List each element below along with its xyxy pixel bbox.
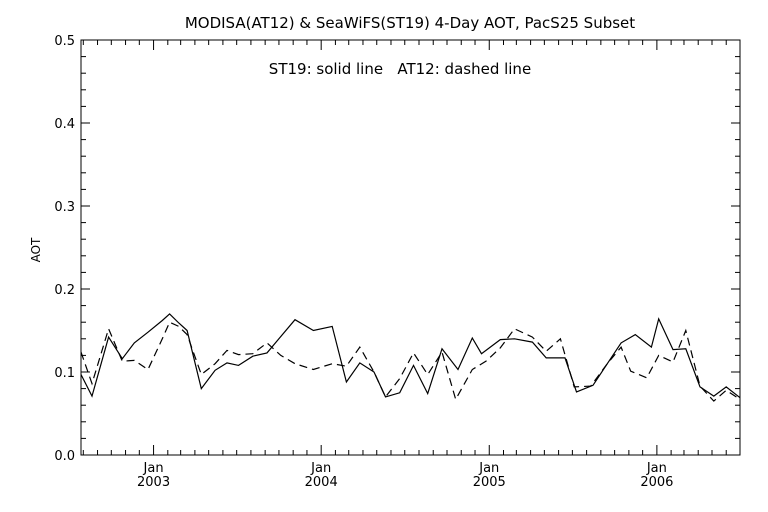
x-year-label: 2003 <box>137 475 170 490</box>
x-month-label: Jan <box>646 461 667 476</box>
y-axis-ticks: 0.0 0.1 0.2 0.3 0.4 0.5 <box>54 34 740 464</box>
chart-title: MODISA(AT12) & SeaWiFS(ST19) 4-Day AOT, … <box>185 14 635 32</box>
series-line-st19 <box>80 313 741 399</box>
x-month-label: Jan <box>310 461 331 476</box>
legend-annotation: ST19: solid line AT12: dashed line <box>269 60 531 78</box>
x-year-label: 2004 <box>305 475 338 490</box>
y-tick-label: 0.0 <box>54 449 75 464</box>
y-tick-label: 0.2 <box>54 283 75 298</box>
x-month-label: Jan <box>478 461 499 476</box>
y-tick-label: 0.4 <box>54 117 75 132</box>
y-tick-label: 0.1 <box>54 366 75 381</box>
y-axis-label: AOT <box>29 237 43 262</box>
plot-frame <box>80 39 741 456</box>
x-year-label: 2005 <box>473 475 506 490</box>
y-tick-label: 0.3 <box>54 200 75 215</box>
series-layer <box>80 313 741 402</box>
x-month-label: Jan <box>143 461 164 476</box>
x-year-label: 2006 <box>640 475 673 490</box>
y-tick-label: 0.5 <box>54 34 75 49</box>
series-line-at12 <box>80 321 741 402</box>
